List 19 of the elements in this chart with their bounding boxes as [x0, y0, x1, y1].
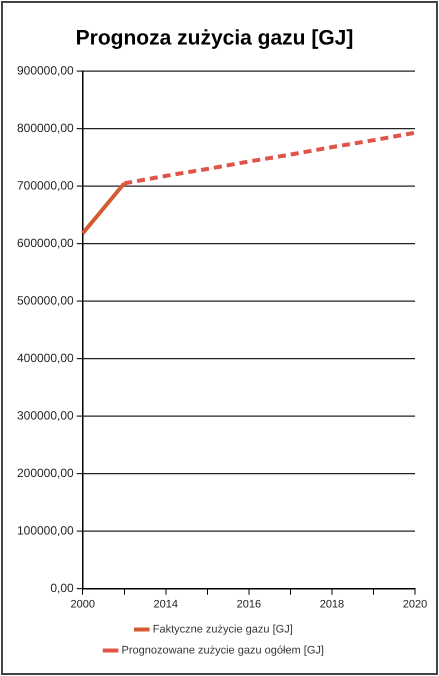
y-tick-label: 800000,00: [16, 121, 74, 136]
x-tick-label: 2018: [320, 598, 344, 610]
x-tick-label: 2014: [154, 598, 178, 610]
chart-title: Prognoza zużycia gazu [GJ]: [76, 26, 354, 50]
legend-label: Faktyczne zużycie gazu [GJ]: [152, 624, 293, 636]
y-tick-label: 100000,00: [16, 524, 74, 538]
x-tick-label: 2016: [236, 598, 262, 610]
y-tick-label: 700000,00: [16, 178, 74, 193]
x-tick-label: 2020: [402, 598, 428, 610]
legend-label: Prognozowane zużycie gazu ogółem [GJ]: [122, 644, 324, 657]
y-tick-label: 200000,00: [16, 466, 74, 480]
y-tick-label: 600000,00: [16, 236, 74, 250]
y-tick-label: 500000,00: [16, 294, 74, 308]
line-series: [122, 130, 417, 186]
y-tick-label: 0,00: [50, 581, 74, 596]
y-tick-label: 300000,00: [16, 408, 74, 423]
y-tick-label: 900000,00: [16, 64, 74, 78]
y-tick-label: 400000,00: [16, 351, 74, 366]
x-tick-label: 2000: [70, 598, 95, 610]
